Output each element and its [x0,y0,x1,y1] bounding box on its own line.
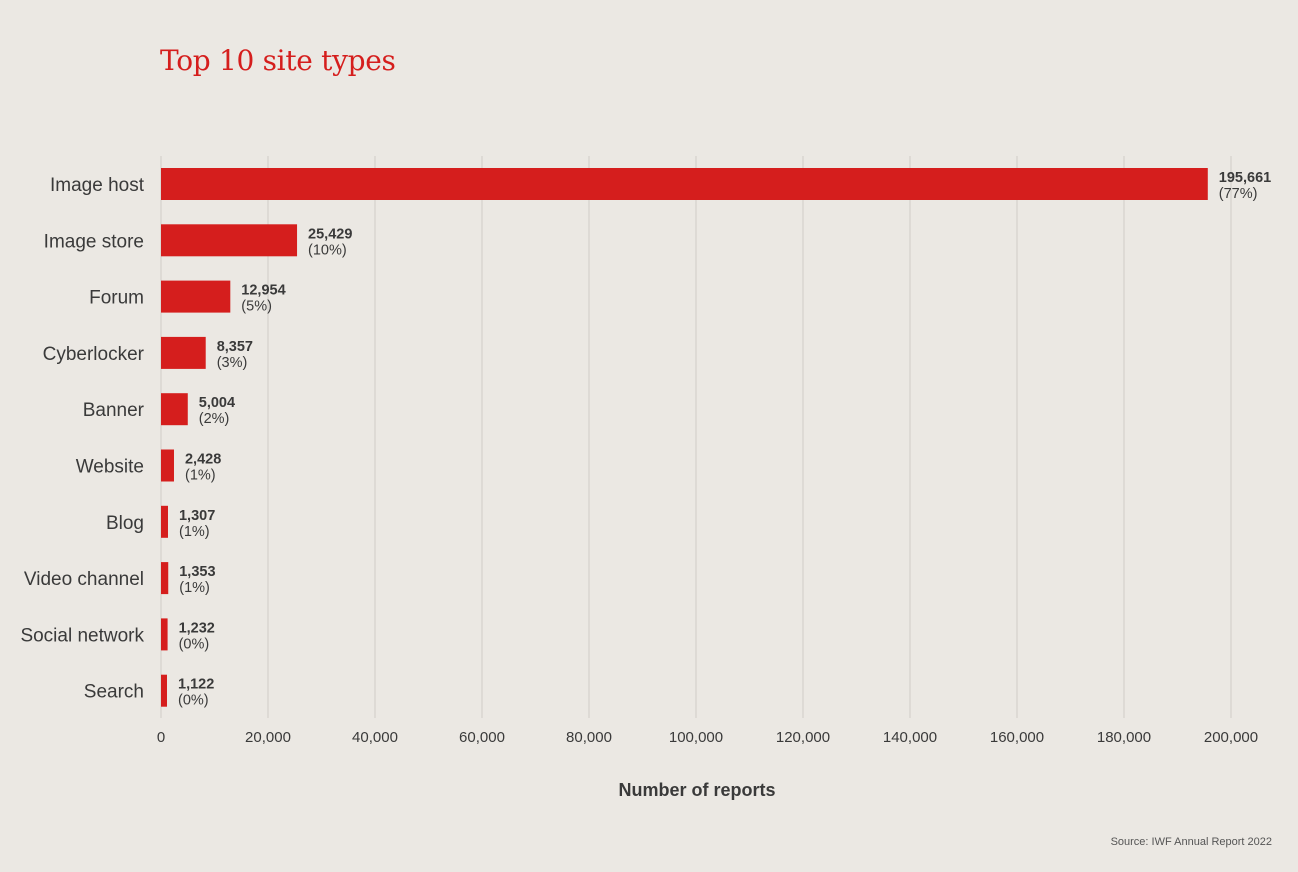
category-label: Search [84,682,144,703]
value-label: 195,661 [1219,170,1271,186]
value-label: 1,353 [179,564,215,580]
bar [161,336,206,369]
value-label: 5,004 [199,395,235,411]
bar [161,505,168,538]
bar [161,280,231,313]
value-label: 8,357 [217,339,253,355]
labels: 0 20,000 40,000 60,000 80,000 100,000 120,000 1… [20,170,1271,746]
x-tick-label: 120,000 [776,729,830,746]
x-tick-label: 180,000 [1097,729,1151,746]
category-label: Blog [106,513,144,534]
category-label: Cyberlocker [43,344,145,365]
bar [161,618,168,651]
category-label: Social network [20,625,144,646]
value-label: 1,122 [178,677,214,693]
bar [161,224,298,257]
percent-label: (2%) [199,411,230,427]
percent-label: (1%) [179,580,210,596]
percent-label: (0%) [179,636,210,652]
x-tick-label: 60,000 [459,729,505,746]
x-tick-label: 0 [157,729,165,746]
category-label: Banner [83,400,145,421]
grid-lines [160,156,1232,718]
percent-label: (5%) [241,299,272,315]
percent-label: (10%) [308,242,347,258]
x-tick-label: 200,000 [1204,729,1258,746]
x-tick-label: 80,000 [566,729,612,746]
x-tick-label: 160,000 [990,729,1044,746]
chart-title: Top 10 site types [160,44,396,77]
percent-label: (1%) [185,468,216,484]
source-note: Source: IWF Annual Report 2022 [1110,836,1272,848]
category-label: Website [76,457,144,478]
value-label: 12,954 [241,283,285,299]
x-tick-label: 140,000 [883,729,937,746]
category-label: Image store [44,231,144,252]
bar [161,449,174,482]
bar [161,168,1208,200]
value-label: 1,307 [179,508,215,524]
bars [161,168,1208,707]
category-label: Video channel [24,569,144,590]
percent-label: (77%) [1219,186,1258,202]
value-label: 25,429 [308,226,352,242]
value-label: 2,428 [185,452,221,468]
x-tick-label: 40,000 [352,729,398,746]
category-label: Image host [50,175,145,196]
percent-label: (0%) [178,693,209,709]
bar [161,674,168,707]
bar [161,562,169,595]
category-label: Forum [89,288,144,309]
percent-label: (3%) [217,355,248,371]
bar [161,393,188,426]
value-label: 1,232 [179,620,215,636]
percent-label: (1%) [179,524,210,540]
x-axis-label: Number of reports [618,780,775,800]
x-tick-label: 20,000 [245,729,291,746]
x-tick-label: 100,000 [669,729,723,746]
